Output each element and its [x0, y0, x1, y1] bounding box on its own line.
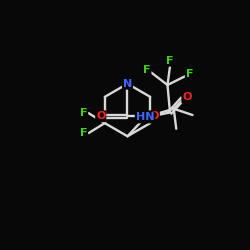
Text: F: F: [186, 69, 193, 79]
Text: O: O: [150, 111, 159, 121]
Text: O: O: [182, 92, 192, 102]
Text: F: F: [80, 108, 87, 118]
Text: F: F: [143, 65, 150, 75]
Text: F: F: [80, 128, 87, 138]
Text: F: F: [166, 56, 174, 66]
Text: HN: HN: [136, 112, 154, 122]
Text: O: O: [96, 111, 106, 121]
Text: N: N: [123, 79, 132, 89]
